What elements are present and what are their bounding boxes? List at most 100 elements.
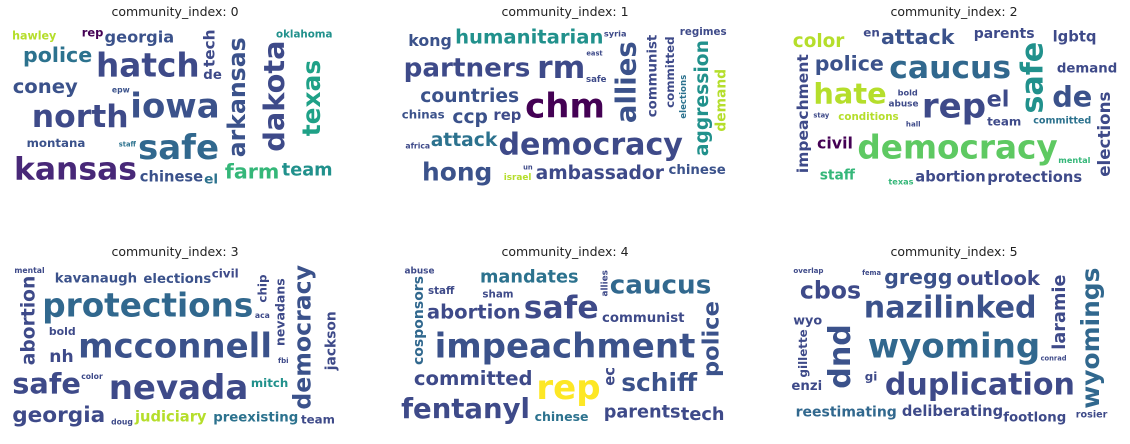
word: schiff [621, 368, 698, 397]
word: ccp [452, 107, 488, 128]
word: demand [713, 69, 729, 132]
word: bold [49, 325, 76, 338]
word: partners [404, 54, 531, 84]
word: oklahoma [276, 29, 333, 41]
word: committed [414, 367, 533, 390]
word: rm [537, 50, 585, 86]
word: staff [820, 168, 856, 184]
word: team [301, 413, 335, 427]
word: allies [600, 270, 610, 296]
word: elections [143, 272, 211, 287]
word: preexisting [213, 411, 298, 426]
word: safe [524, 290, 599, 326]
word: communist [646, 34, 661, 117]
word: hatch [96, 46, 200, 84]
word: duplication [885, 367, 1075, 402]
word: staff [428, 285, 455, 297]
wordcloud: impeachment rep safe police fentanyl committe… [400, 264, 730, 429]
word: kong [408, 31, 452, 50]
wordcloud-panel-0: community_index: 0 iowa safe hatch arkansas k… [6, 4, 344, 204]
word: georgia [105, 27, 175, 46]
word: chm [525, 87, 605, 127]
word: north [32, 99, 129, 135]
word: un [523, 163, 533, 171]
word: texas [297, 60, 326, 136]
word: parents [974, 26, 1035, 42]
word: mitch [251, 376, 288, 390]
word: team [987, 115, 1021, 129]
word: wyomings [1076, 268, 1105, 409]
word: abuse [405, 267, 435, 277]
word: elections [679, 75, 689, 119]
word: gregg [884, 265, 952, 289]
word: nevadans [273, 278, 288, 346]
word: africa [405, 142, 430, 151]
word: elections [1094, 92, 1114, 177]
word: mental [1058, 155, 1090, 165]
word: caucus [610, 271, 712, 301]
word: en [863, 26, 880, 40]
word: team [282, 160, 333, 180]
word: reestimating [796, 405, 897, 421]
word: gi [865, 369, 878, 383]
word: syria [604, 28, 627, 38]
word: de [203, 68, 222, 83]
word: laramie [1050, 275, 1070, 350]
word: protections [42, 286, 253, 324]
word: doug [111, 417, 133, 426]
word: nazilinked [864, 291, 1037, 326]
word: dakota [257, 40, 291, 151]
word: staff [119, 141, 137, 149]
word: nh [49, 347, 73, 367]
wordcloud: wyoming nazilinked duplication dnd gregg outl… [789, 264, 1119, 429]
word: conrad [1041, 354, 1067, 362]
word: regimes [680, 26, 727, 38]
panel-title: community_index: 0 [111, 4, 239, 19]
word: chinese [669, 163, 726, 178]
wordcloud-panel-2: community_index: 2 rep democracy caucus safe… [785, 4, 1123, 204]
word: hawley [12, 30, 57, 43]
word: hall [906, 120, 921, 129]
word: el [987, 86, 1010, 112]
word: cbos [800, 276, 861, 304]
word: georgia [12, 403, 105, 428]
wordcloud-panel-1: community_index: 1 chm rm democracy allies hu… [396, 4, 734, 204]
wordcloud: rep democracy caucus safe hate de attack police… [789, 24, 1119, 189]
word: impeachment [435, 327, 696, 367]
word: attack [881, 25, 956, 49]
word: rep [82, 26, 104, 40]
word: rep [536, 368, 600, 408]
wordcloud-panel-4: community_index: 4 impeachment rep safe poli… [396, 244, 734, 444]
word: mcconnell [78, 327, 272, 367]
word: civil [212, 267, 239, 281]
word: kansas [14, 151, 137, 187]
word: wyoming [868, 327, 1041, 367]
wordcloud: mcconnell nevada protections democracy georg… [10, 264, 340, 429]
word: communist [602, 311, 685, 326]
word: countries [420, 86, 519, 107]
word: bold [898, 88, 918, 98]
word: de [1052, 79, 1092, 113]
word: stay [813, 112, 829, 120]
word: kavanaugh [55, 272, 137, 287]
word: overlap [793, 266, 823, 275]
word: iowa [130, 87, 219, 127]
word: fema [862, 269, 881, 277]
word: fentanyl [401, 393, 530, 425]
word: democracy [857, 129, 1057, 167]
word: committed [1033, 115, 1091, 126]
word: tech [201, 29, 219, 67]
word: aggression [692, 40, 713, 156]
word: conditions [838, 111, 898, 123]
word: abortion [19, 276, 40, 366]
word: tech [681, 405, 725, 425]
wordcloud-panel-5: community_index: 5 wyoming nazilinked dupli… [785, 244, 1123, 444]
word: chinas [402, 107, 445, 121]
panel-title: community_index: 3 [111, 244, 239, 259]
word: judiciary [134, 409, 207, 426]
word: abortion [427, 301, 521, 324]
word: lgbtq [1053, 28, 1097, 45]
